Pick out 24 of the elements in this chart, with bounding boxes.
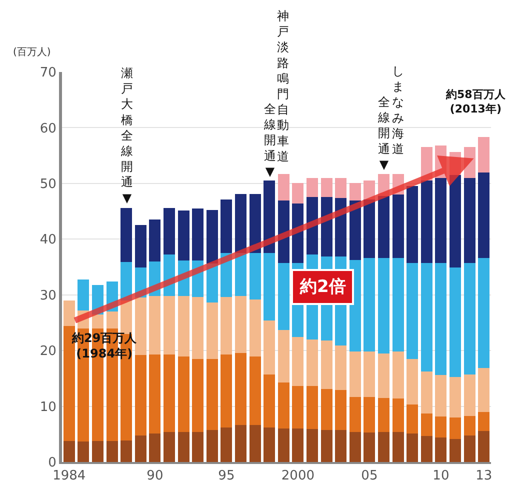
annotation: 全線開通▼: [263, 102, 276, 178]
y-axis-title: (百万人): [13, 47, 51, 58]
x-tick-label: 1984: [52, 468, 86, 484]
annotation: 全線開通▼: [120, 128, 133, 205]
x-tick-label: 90: [146, 468, 164, 484]
text: 全線開通▼: [378, 95, 390, 172]
y-tick-label: 50: [40, 176, 56, 192]
annotation: 約2倍: [299, 277, 346, 297]
x-tick-label: 95: [218, 468, 235, 484]
x-tick-label: 2000: [281, 468, 314, 484]
y-tick-label: 20: [40, 344, 56, 360]
y-tick-label: 0: [48, 456, 56, 471]
y-tick-label: 10: [40, 400, 56, 415]
y-tick-label: 30: [40, 288, 56, 304]
x-tick-label: 05: [361, 468, 378, 484]
x-tick-label: 13: [476, 468, 492, 484]
y-tick-label: 60: [40, 121, 56, 136]
annotation: 約58百万人 (2013年): [445, 88, 506, 116]
y-tick-label: 70: [40, 66, 56, 81]
annotation: しまなみ海道: [392, 64, 404, 156]
text: 瀬戸大橋: [121, 66, 133, 127]
text: 神戸淡路鳴門自動車道: [277, 9, 289, 164]
y-tick-label: 40: [40, 232, 56, 248]
x-tick-label: 10: [432, 468, 450, 484]
